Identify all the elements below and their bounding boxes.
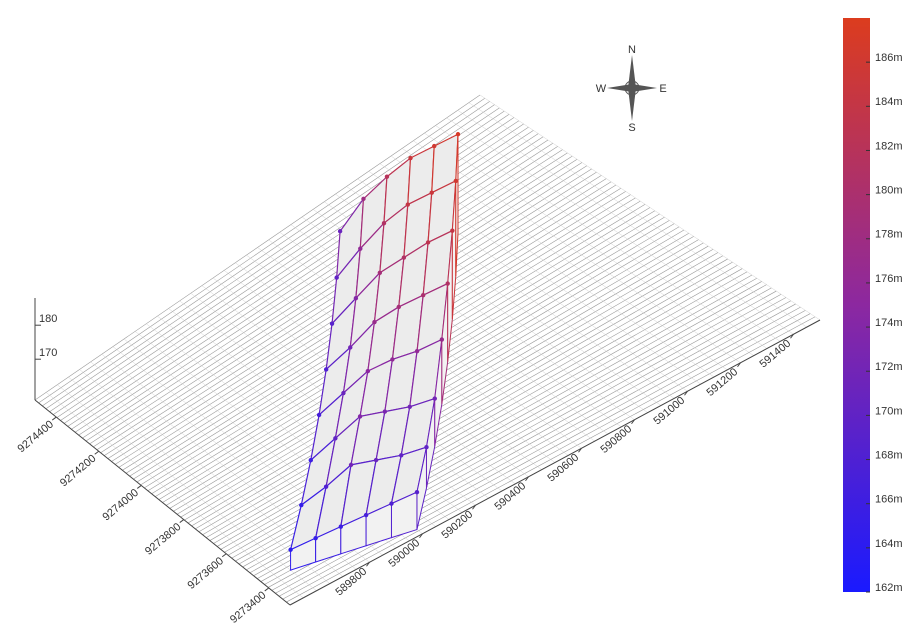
surface-point [408,405,412,409]
colorbar-label: 184m [875,96,903,108]
surface-point [324,484,328,488]
surface-point [317,413,321,417]
colorbar-label: 176m [875,273,903,285]
colorbar-label: 172m [875,361,903,373]
x-tick-label: 591000 [651,395,687,428]
surface-point [389,501,393,505]
surface-point [432,144,436,148]
x-tick-label: 590200 [439,509,475,542]
base-grid [424,133,753,356]
compass-n: N [628,44,636,56]
surface-point [430,191,434,195]
surface-point [424,445,428,449]
base-grid [57,385,316,591]
colorbar-label: 182m [875,140,903,152]
surface-point [339,524,343,528]
y-tick-label: 9274200 [58,453,99,490]
y-tick-label: 9274400 [16,418,57,455]
y-tick [222,554,226,557]
x-tick-label: 589800 [333,566,369,599]
surface-point [456,132,460,136]
plane-edge [35,400,290,605]
y-tick [265,588,269,591]
y-tick-label: 9274000 [101,487,142,524]
chart: N E S W 170 180 589800 590000 590200 590400 59… [0,0,913,633]
surface-point [341,391,345,395]
surface-point [313,536,317,540]
x-tick-label: 590000 [386,537,422,570]
y-tick [52,417,56,420]
surface-point [397,305,401,309]
surface-point [366,369,370,373]
surface-point [415,490,419,494]
surface-point [426,240,430,244]
z-tick-label: 180 [39,313,57,325]
compass-w: W [596,83,607,95]
colorbar-label: 164m [875,538,903,550]
y-tick-label: 9273800 [143,521,184,558]
surface-point [406,202,410,206]
surface-point [349,463,353,467]
surface-point [450,228,454,232]
compass-e: E [659,83,666,95]
surface-point [358,414,362,418]
surface-point [324,367,328,371]
surface-point [378,271,382,275]
surface-point [385,175,389,179]
x-tick-label: 590400 [492,480,528,513]
x-tick-label: 590800 [598,423,634,456]
base-grid [46,392,303,598]
surface-point [446,281,450,285]
surface-point [382,221,386,225]
surface-point [415,349,419,353]
surface-point [288,548,292,552]
surface-point [374,458,378,462]
surface-point [383,409,387,413]
surface-point [358,246,362,250]
colorbar-label: 186m [875,52,903,64]
surface-point [364,513,368,517]
surface-point [299,503,303,507]
x-tick-label: 590600 [545,452,581,485]
y-tick-label: 9273600 [186,555,227,592]
surface-point [354,296,358,300]
y-tick [180,520,184,523]
colorbar-label: 162m [875,582,903,594]
colorbar-label: 180m [875,185,903,197]
surface-point [421,293,425,297]
surface-point [309,458,313,462]
surface-point [433,396,437,400]
x-tick-label: 591400 [757,338,793,371]
colorbar-label: 178m [875,229,903,241]
surface-point [454,179,458,183]
y-tick [95,451,99,454]
surface-point [440,337,444,341]
colorbar-label: 166m [875,494,903,506]
base-grid [447,118,781,342]
compass-s: S [628,122,635,134]
compass [607,55,657,121]
colorbar-label: 170m [875,405,903,417]
surface-point [333,436,337,440]
colorbar [843,18,870,592]
x-tick-label: 591200 [704,366,740,399]
z-tick-label: 170 [39,347,57,359]
surface-point [408,156,412,160]
base-grid [413,141,740,363]
y-tick [137,485,141,488]
surface-point [348,345,352,349]
surface-point [330,321,334,325]
surface-point [390,357,394,361]
colorbar-label: 174m [875,317,903,329]
surface-point [338,229,342,233]
surface-point [399,453,403,457]
base-grid [469,103,807,328]
surface-point [361,197,365,201]
surface-point [372,320,376,324]
y-tick-label: 9273400 [228,589,269,626]
surface-point [402,255,406,259]
surface-point [334,275,338,279]
colorbar-label: 168m [875,449,903,461]
